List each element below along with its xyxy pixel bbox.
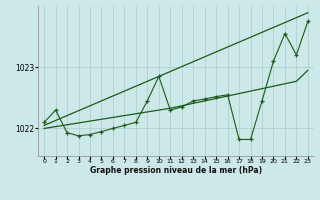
X-axis label: Graphe pression niveau de la mer (hPa): Graphe pression niveau de la mer (hPa)	[90, 166, 262, 175]
